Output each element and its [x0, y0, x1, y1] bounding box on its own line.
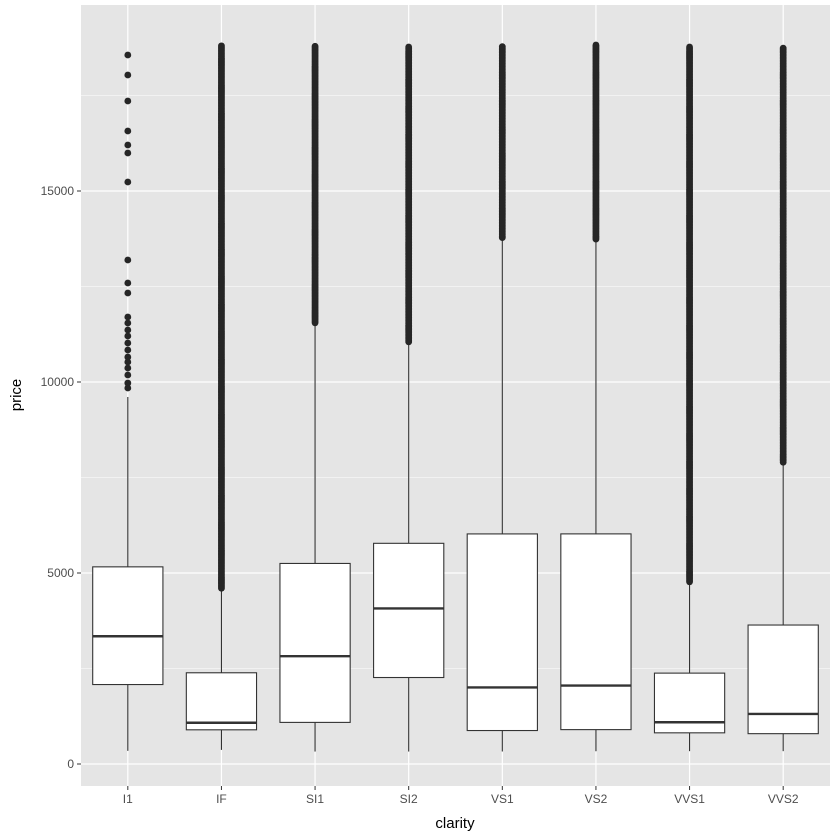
outlier-point — [124, 326, 132, 334]
box — [185, 672, 258, 731]
y-tick-label: 15000 — [41, 184, 75, 198]
y-axis-title: price — [8, 379, 25, 412]
x-tick-label: SI2 — [400, 792, 418, 806]
box — [560, 533, 632, 731]
outlier-point — [124, 149, 132, 157]
x-tick-label: SI1 — [306, 792, 324, 806]
x-tick-label: VVS2 — [768, 792, 799, 806]
box-VVS1 — [653, 43, 726, 752]
outlier-point — [124, 319, 132, 327]
plot-panel — [81, 5, 830, 786]
outlier-point — [124, 71, 132, 79]
outlier-point — [498, 43, 506, 51]
outlier-point — [686, 43, 693, 51]
x-tick-label: VVS1 — [674, 792, 705, 806]
box-IF — [185, 42, 258, 750]
outlier-point — [218, 42, 225, 50]
outlier-point — [124, 358, 132, 366]
box-I1 — [92, 51, 164, 751]
outlier-point — [124, 364, 132, 372]
outlier-point — [124, 339, 132, 347]
x-tick-label: VS1 — [491, 792, 514, 806]
outlier-point — [124, 384, 132, 392]
outlier-point — [311, 42, 319, 50]
outlier-point — [779, 44, 787, 52]
box — [747, 624, 819, 735]
outlier-point — [124, 346, 132, 354]
outlier-point — [124, 371, 132, 379]
outlier-point — [124, 141, 132, 149]
outlier-point — [124, 313, 132, 321]
outlier-point — [124, 353, 132, 361]
y-tick-label: 5000 — [47, 566, 74, 580]
outlier-point — [124, 256, 132, 264]
boxes — [92, 41, 819, 752]
x-tick-label: I1 — [123, 792, 133, 806]
box — [373, 542, 445, 679]
box — [279, 562, 351, 723]
outlier-point — [124, 97, 132, 105]
box — [653, 672, 726, 734]
outlier-point — [124, 279, 132, 287]
outlier-point — [124, 127, 132, 135]
x-tick-label: VS2 — [585, 792, 608, 806]
outlier-point — [124, 379, 132, 387]
box-SI2 — [373, 43, 445, 752]
y-tick-label: 0 — [67, 757, 74, 771]
outlier-point — [405, 43, 413, 51]
x-axis-title: clarity — [435, 815, 475, 832]
x-tick-label: IF — [216, 792, 227, 806]
box — [466, 533, 538, 732]
axes: 0 5000 10000 15000 I1 IF SI1 SI2 VS1 VS2 VVS1 VVS2 — [41, 184, 799, 806]
outlier-point — [124, 51, 132, 59]
box — [92, 566, 164, 686]
outlier-point — [592, 41, 600, 49]
outlier-point — [124, 332, 132, 340]
outlier-point — [124, 178, 132, 186]
box-VS2 — [560, 41, 632, 752]
box-VS1 — [466, 43, 538, 752]
box-SI1 — [279, 42, 351, 752]
y-tick-label: 10000 — [41, 375, 75, 389]
outlier-point — [124, 289, 132, 297]
box-VVS2 — [747, 44, 819, 752]
